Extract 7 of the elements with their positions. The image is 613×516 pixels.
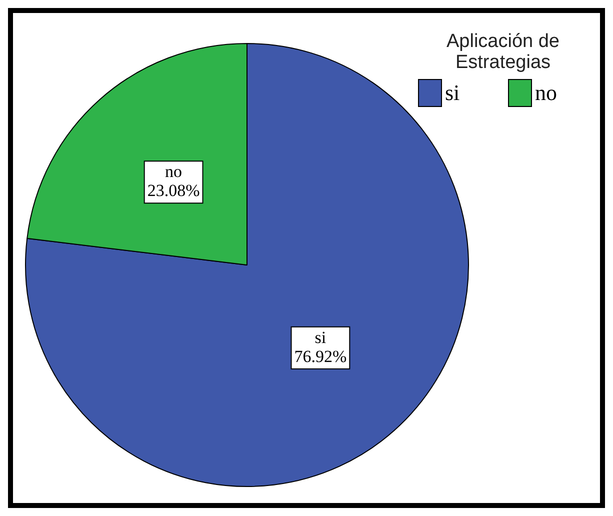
slice-label: no — [165, 162, 182, 182]
data-label: 76.92% — [294, 346, 347, 366]
legend-label: si — [445, 80, 460, 106]
legend-title: Aplicación de Estrategias — [445, 31, 561, 73]
slice-label: si — [314, 328, 326, 347]
data-label: 23.08% — [147, 181, 200, 200]
legend-label: no — [535, 80, 557, 106]
